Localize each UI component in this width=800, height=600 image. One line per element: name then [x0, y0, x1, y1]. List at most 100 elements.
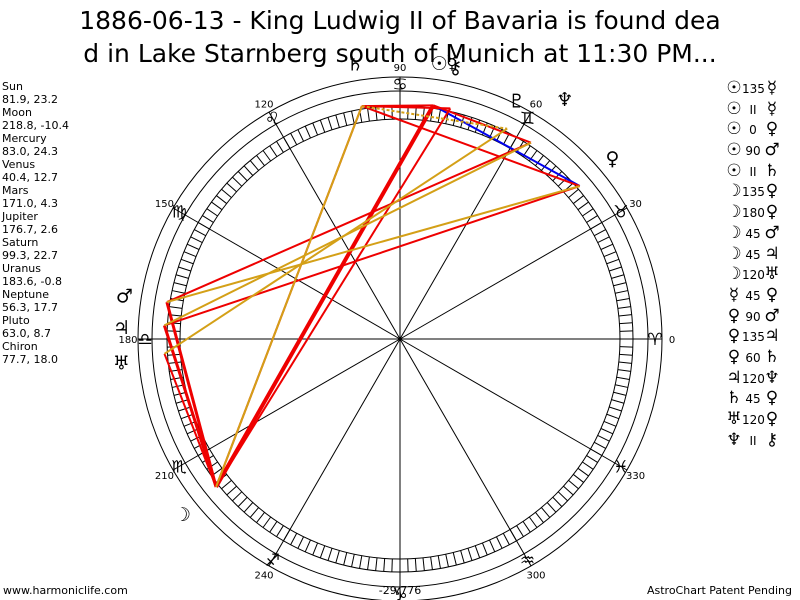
degree-tick [467, 548, 473, 561]
spoke-line [399, 111, 532, 340]
footer-website: www.harmoniclife.com [3, 584, 128, 597]
aspect-planet-1-glyph: ☉ [726, 98, 742, 119]
planet-coords: 77.7, 18.0 [2, 353, 58, 366]
degree-tick [256, 512, 265, 523]
degree-tick [335, 114, 340, 128]
degree-tick [617, 306, 631, 309]
planet-glyph: ♂ [116, 285, 133, 307]
zodiac-sign-glyph: ♒ [520, 551, 535, 571]
aspect-angle: 120 [742, 371, 765, 386]
aspect-planet-1-glyph: ♅ [726, 409, 742, 429]
degree-tick [522, 521, 531, 533]
degree-tick [194, 229, 206, 237]
aspect-planet-1-glyph: ☽ [726, 264, 742, 285]
aspect-planet-2-glyph: ♂ [764, 305, 780, 326]
aspect-angle: 135 [742, 185, 765, 200]
aspect-angle: 90 [745, 309, 761, 324]
aspect-row: ☉ II ♄ [726, 161, 780, 182]
degree-tick [312, 122, 319, 136]
degree-tick [383, 106, 386, 120]
degree-tick [169, 306, 183, 309]
degree-label: 300 [526, 571, 545, 582]
aspect-planet-1-glyph: ☽ [726, 181, 742, 202]
aspect-planet-2-glyph: ♀ [765, 409, 779, 429]
degree-tick [445, 554, 449, 568]
zodiac-sign-glyph: ♏ [172, 458, 187, 478]
aspect-row: ☽180♀ [726, 202, 780, 223]
degree-tick [367, 108, 370, 122]
aspect-planet-2-glyph: ♀ [765, 388, 779, 409]
zodiac-sign-glyph: ♎ [137, 330, 152, 350]
degree-tick [304, 125, 311, 139]
degree-tick [232, 491, 243, 502]
aspect-planet-1-glyph: ☽ [726, 243, 742, 264]
degree-tick [609, 406, 622, 412]
degree-tick [611, 399, 625, 404]
degree-tick [489, 539, 496, 553]
aspect-planet-2-glyph: ♆ [764, 367, 780, 388]
aspect-row: ☽120♅ [726, 264, 780, 285]
zodiac-sign-glyph: ♈ [647, 330, 662, 350]
degree-tick [535, 512, 544, 523]
degree-tick [335, 550, 340, 564]
planet-glyph: ☉ [431, 53, 448, 75]
degree-tick [597, 434, 610, 442]
degree-tick [243, 502, 254, 513]
degree-tick [414, 106, 417, 120]
degree-tick [606, 413, 620, 420]
degree-tick [351, 554, 355, 568]
degree-tick [226, 485, 237, 496]
aspect-planet-2-glyph: ♀ [765, 181, 779, 202]
degree-tick [568, 480, 579, 490]
degree-tick [502, 533, 510, 545]
aspect-line [163, 353, 218, 488]
aspect-planet-2-glyph: ☿ [766, 78, 778, 98]
degree-tick [237, 496, 248, 507]
degree-tick [606, 258, 620, 265]
degree-tick [319, 545, 326, 559]
planet-name: Neptune [2, 288, 50, 301]
degree-tick [528, 516, 538, 528]
aspect-row: ♀ 60 ♄ [726, 347, 780, 368]
aspect-planet-1-glyph: ♄ [726, 388, 742, 409]
planet-glyph: ♄ [346, 54, 363, 76]
degree-tick [430, 556, 433, 570]
aspect-row: ☽ 45 ♃ [726, 244, 780, 265]
aspect-row: ♃120♆ [726, 368, 780, 389]
degree-tick [297, 536, 305, 549]
degree-tick [249, 160, 259, 171]
degree-tick [237, 171, 248, 182]
degree-tick [615, 384, 629, 388]
aspect-angle: II [749, 433, 757, 448]
degree-tick [552, 171, 563, 182]
planet-coords: 56.3, 17.7 [2, 301, 58, 314]
aspect-line [214, 104, 435, 488]
degree-tick [211, 201, 223, 211]
aspect-planet-2-glyph: ♀ [765, 119, 779, 140]
planet-glyph: ⚷ [448, 56, 462, 78]
degree-tick [262, 150, 272, 162]
degree-tick [577, 467, 589, 477]
planet-name: Jupiter [2, 210, 38, 223]
degree-tick [616, 298, 630, 302]
degree-tick [183, 251, 197, 258]
spoke-line [172, 338, 401, 471]
aspect-planet-2-glyph: ♂ [764, 140, 780, 161]
spoke-line [399, 338, 628, 471]
planet-coords: 183.6, -0.8 [2, 275, 62, 288]
degree-tick [516, 525, 524, 537]
planet-coords: 40.4, 12.7 [2, 171, 58, 184]
planet-glyph: ♀ [606, 148, 620, 170]
degree-label: 150 [155, 199, 174, 210]
aspect-planet-1-glyph: ☽ [726, 202, 742, 223]
spoke-line [268, 111, 401, 340]
aspect-angle: 90 [745, 144, 761, 159]
aspect-row: ☉ 90 ♂ [726, 140, 780, 161]
degree-tick [232, 176, 243, 187]
degree-tick [563, 485, 574, 496]
aspect-line [164, 185, 581, 327]
planet-glyph: ♆ [556, 89, 573, 111]
zodiac-sign-glyph: ♌ [265, 109, 280, 129]
planet-name: Mercury [2, 132, 47, 145]
